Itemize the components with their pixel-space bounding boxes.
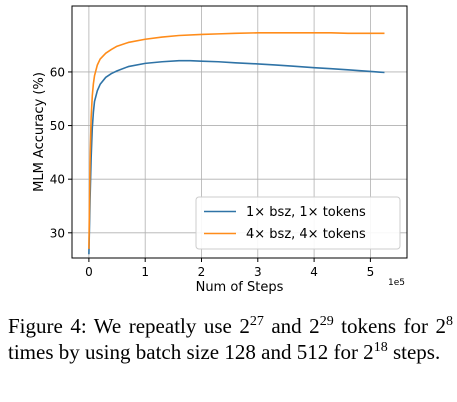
caption-text-5: steps.	[387, 340, 441, 364]
figure-caption: Figure 4: We repeatly use 227 and 229 to…	[8, 313, 453, 365]
caption-exponent-3: 8	[446, 314, 453, 329]
chart: 0 1 2 3 4 5 30 40 50 60 Num of Steps MLM Accurac…	[32, 5, 408, 295]
legend-label-2: 4× bsz, 4× tokens	[246, 227, 366, 242]
caption-exponent-4: 18	[373, 340, 388, 355]
caption-exponent-2: 29	[319, 314, 334, 329]
y-tick-label: 50	[50, 119, 65, 133]
x-axis-offset-label: 1e5	[388, 278, 405, 288]
x-tick-label: 2	[198, 265, 206, 279]
plot-frame	[71, 5, 408, 259]
y-tick-label: 30	[50, 226, 65, 240]
legend: 1× bsz, 1× tokens 4× bsz, 4× tokens	[195, 196, 401, 250]
x-tick-label: 5	[367, 265, 375, 279]
y-tick-label: 60	[50, 65, 65, 79]
series-line-2	[88, 32, 385, 249]
caption-text-3: tokens for 2	[333, 314, 446, 338]
legend-box	[195, 196, 401, 250]
x-axis-ticks: 0 1 2 3 4 5	[85, 258, 374, 279]
x-tick-label: 4	[310, 265, 318, 279]
x-tick-label: 1	[141, 265, 149, 279]
caption-text-4: times by using batch size 128 and 512 fo…	[8, 340, 374, 364]
x-tick-label: 3	[254, 265, 262, 279]
series-lines	[88, 32, 385, 255]
y-tick-label: 40	[50, 173, 65, 187]
series-line-1	[88, 59, 385, 255]
caption-text-2: and 2	[263, 314, 320, 338]
x-tick-label: 0	[85, 265, 93, 279]
y-axis-ticks: 30 40 50 60	[50, 65, 72, 240]
legend-label-1: 1× bsz, 1× tokens	[246, 205, 366, 220]
caption-exponent-1: 27	[249, 314, 264, 329]
x-axis-title: Num of Steps	[196, 280, 284, 295]
caption-text-1: Figure 4: We repeatly use 2	[8, 314, 250, 338]
y-axis-title: MLM Accuracy (%)	[32, 72, 47, 192]
